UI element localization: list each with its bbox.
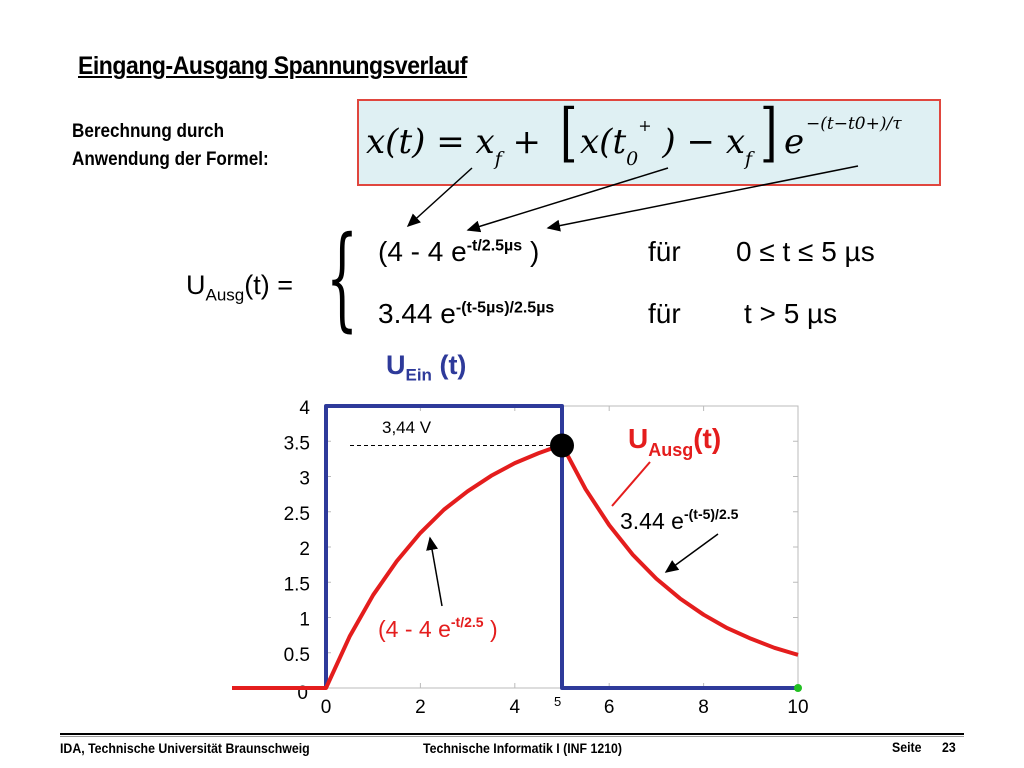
case-2-cond: t > 5 µs <box>744 298 838 329</box>
rise-formula-main: (4 - 4 e <box>378 616 451 642</box>
y-tick-label: 0.5 <box>284 645 310 666</box>
formula: x(t) = xf + <box>366 122 542 170</box>
x-tick-label: 0 <box>321 697 332 718</box>
series-uausg-line <box>232 442 799 690</box>
markers-group <box>550 433 802 692</box>
rise-formula: (4 - 4 e-t/2.5 ) <box>378 614 498 642</box>
uausg-chart-label: UAusg(t) <box>628 423 721 460</box>
series-group <box>232 404 799 690</box>
formula-xt0: x(t <box>580 122 627 162</box>
page-title: Eingang-Ausgang Spannungsverlauf <box>78 52 468 80</box>
uausg-chart-main: U <box>628 423 648 454</box>
case-2-fuer: für <box>648 298 681 329</box>
uausg-lhs-sub: Ausg <box>205 285 245 305</box>
footer-divider-thin <box>60 736 964 737</box>
case-1-expr: (4 - 4 e-t/2.5µs ) <box>378 236 539 268</box>
uausg-definition-lhs: UAusg(t) = <box>186 270 293 305</box>
case-2-exp: -(t-5µs)/2.5µs <box>455 299 555 317</box>
formula-minus: − <box>686 122 716 162</box>
description-line-2: Anwendung der Formel: <box>72 149 269 170</box>
formula-t0-sub: 0 <box>626 148 639 170</box>
y-tick-label: 3 <box>299 469 310 490</box>
formula-close-paren: ) <box>662 122 676 162</box>
uein-main: U <box>386 350 406 380</box>
y-tick-label: 1.5 <box>284 574 310 595</box>
uausg-chart-sub: Ausg <box>648 440 693 460</box>
case-1-cond: 0 ≤ t ≤ 5 µs <box>736 236 875 267</box>
footer-course: Technische Informatik I (INF 1210) <box>423 740 623 756</box>
description-line-1: Berechnung durch <box>72 121 225 142</box>
uein-sub: Ein <box>405 365 432 385</box>
description: Berechnung durch Anwendung der Formel: <box>72 118 269 174</box>
formula-eq: = <box>436 122 465 162</box>
case-2-expr: 3.44 e-(t-5µs)/2.5µs <box>378 298 554 330</box>
x-tick-label: 10 <box>787 697 808 718</box>
y-tick-label: 2.5 <box>284 504 310 525</box>
y-tick-label: 1 <box>299 610 310 631</box>
footer-divider <box>60 733 964 735</box>
x-tick-label: 4 <box>510 697 521 718</box>
formula-f-sub-2: f <box>745 148 753 170</box>
formula-e: e <box>784 122 805 162</box>
rise-formula-close: ) <box>484 616 498 642</box>
y-tick-label: 0 <box>297 683 308 704</box>
formula-box <box>357 99 941 186</box>
formula-t0-sup: + <box>638 116 652 135</box>
annotation-344: 3,44 V <box>382 418 432 437</box>
case-2-main: 3.44 e <box>378 298 456 329</box>
decay-formula-main: 3.44 e <box>620 508 684 534</box>
formula-bracket-close: ] <box>760 96 778 170</box>
uausg-lhs-rest: (t) = <box>244 270 294 300</box>
formula-plus: + <box>512 122 542 162</box>
marker-transition-point <box>550 433 574 458</box>
series-uein-line <box>324 404 798 690</box>
y-tick-label: 4 <box>299 398 310 419</box>
x-tick-labels: 0 2 4 6 8 10 <box>321 697 809 718</box>
curly-brace: { <box>326 213 359 343</box>
footer-page-number: 23 <box>942 739 956 755</box>
formula-lhs: x(t) <box>366 122 426 162</box>
formula-exp-part: e <box>784 122 804 162</box>
case-1-exp: -t/2.5µs <box>466 237 523 255</box>
arrow-xf <box>406 167 473 228</box>
formula-f-sub: f <box>494 148 502 170</box>
formula-middle: x(t0 + ) − xf <box>580 116 752 170</box>
case-1-close: ) <box>522 236 540 267</box>
x-tick-label: 6 <box>604 697 615 718</box>
footer-institution: IDA, Technische Universität Braunschweig <box>60 740 310 756</box>
decay-formula: 3.44 e-(t-5)/2.5 <box>620 506 739 534</box>
decay-formula-arrow <box>664 533 719 573</box>
formula-bracket-open: [ <box>560 96 578 170</box>
rise-formula-arrow <box>426 536 443 607</box>
formula-xf: x <box>475 122 495 162</box>
marker-end-point <box>794 684 802 692</box>
decay-formula-exp: -(t-5)/2.5 <box>684 506 739 522</box>
x-tick-label: 2 <box>415 697 426 718</box>
tick-5-label: 5 <box>554 694 561 709</box>
uausg-chart-rest: (t) <box>693 423 721 454</box>
case-1-main: (4 - 4 e <box>378 236 467 267</box>
arrow-exponent <box>546 165 859 232</box>
x-tick-label: 8 <box>698 697 709 718</box>
footer-page-label: Seite <box>892 739 922 755</box>
case-1-fuer: für <box>648 236 681 267</box>
rise-formula-exp: -t/2.5 <box>451 614 484 630</box>
y-tick-label: 2 <box>299 539 310 560</box>
arrow-xt0 <box>466 167 669 233</box>
uausg-lhs-main: U <box>186 270 206 300</box>
y-tick-label: 3.5 <box>284 433 310 454</box>
formula-xf2: x <box>725 122 745 162</box>
uein-rest: (t) <box>431 350 467 380</box>
y-tick-labels: 0 0.5 1 1.5 2 2.5 3 3.5 4 <box>284 398 311 704</box>
uein-label: UEin (t) <box>386 350 466 385</box>
formula-exponent: −(t−t0+)/τ <box>806 114 902 134</box>
uausg-label-arrow <box>611 461 651 507</box>
